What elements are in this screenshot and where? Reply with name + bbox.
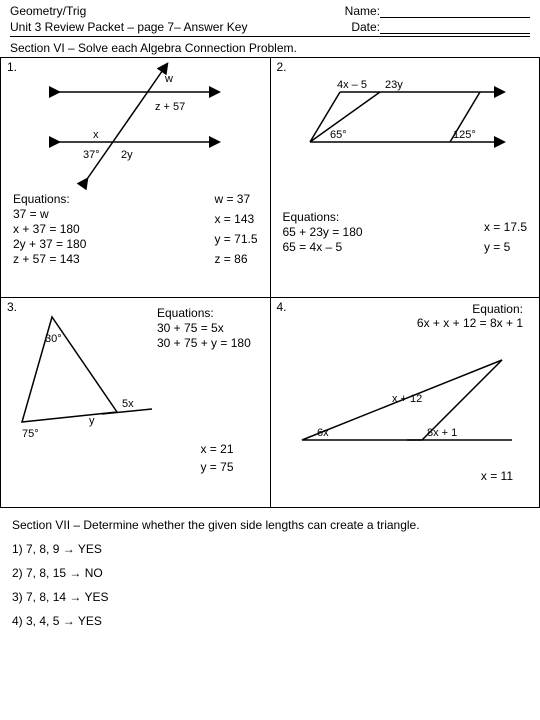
s7-item: 1) 7, 8, 9 → YES xyxy=(12,542,528,556)
section6-title: Section VI – Solve each Algebra Connecti… xyxy=(0,37,540,57)
p3-diagram: 30° 75° y 5x xyxy=(7,302,157,442)
course-title: Geometry/Trig xyxy=(10,4,86,18)
label-2y: 2y xyxy=(121,149,133,161)
eq: 65 + 23y = 180 xyxy=(283,225,363,239)
eq: 37 = w xyxy=(13,207,86,221)
s7-item: 3) 7, 8, 14 → YES xyxy=(12,590,528,604)
label-y: y xyxy=(89,415,95,427)
p2-diagram: 4x – 5 23y 65° 125° xyxy=(285,62,525,192)
label-z57: z + 57 xyxy=(155,101,185,113)
ans: x = 143 xyxy=(214,212,257,226)
label-75: 75° xyxy=(22,428,39,440)
problem-number: 1. xyxy=(7,60,17,74)
name-blank xyxy=(380,6,530,18)
label-37: 37° xyxy=(83,149,100,161)
ans: y = 71.5 xyxy=(214,232,257,246)
ans: x = 11 xyxy=(481,469,513,483)
date-blank xyxy=(380,22,530,34)
problem-3: 3. 30° 75° y 5x Equations: 30 + 75 = 5x … xyxy=(1,298,271,508)
p1-diagram: w z + 57 x 37° 2y xyxy=(25,62,245,192)
label-23y: 23y xyxy=(385,79,403,91)
problem-number: 2. xyxy=(277,60,287,74)
eq: 65 = 4x – 5 xyxy=(283,240,363,254)
label-8x1: 8x + 1 xyxy=(427,427,457,439)
ans: x = 21 xyxy=(200,442,233,456)
eq-title: Equation: xyxy=(472,302,523,316)
worksheet-header: Geometry/Trig Name: Unit 3 Review Packet… xyxy=(0,0,540,34)
problem-4: 4. Equation: 6x + x + 12 = 8x + 1 x + 12… xyxy=(271,298,540,508)
eq-title: Equations: xyxy=(283,210,363,224)
eq-title: Equations: xyxy=(157,306,251,320)
ans: y = 75 xyxy=(200,460,233,474)
eq: 6x + x + 12 = 8x + 1 xyxy=(417,316,523,330)
date-label: Date: xyxy=(351,20,380,34)
eq: 2y + 37 = 180 xyxy=(13,237,86,251)
ans: z = 86 xyxy=(214,252,257,266)
subtitle: Unit 3 Review Packet – page 7– Answer Ke… xyxy=(10,20,247,34)
eq: z + 57 = 143 xyxy=(13,252,86,266)
label-w: w xyxy=(164,73,173,85)
label-125: 125° xyxy=(453,129,476,141)
label-30: 30° xyxy=(45,333,62,345)
label-4x5: 4x – 5 xyxy=(337,79,367,91)
problem-number: 4. xyxy=(277,300,287,314)
ans: y = 5 xyxy=(484,240,527,254)
section7-title: Section VII – Determine whether the give… xyxy=(12,518,528,532)
s7-item: 2) 7, 8, 15 → NO xyxy=(12,566,528,580)
ans: x = 17.5 xyxy=(484,220,527,234)
problem-number: 3. xyxy=(7,300,17,314)
label-65: 65° xyxy=(330,129,347,141)
name-label: Name: xyxy=(345,4,380,18)
problem-2: 2. 4x – 5 23y 65° 125° Equations: 65 + 2… xyxy=(271,58,540,298)
ans: w = 37 xyxy=(214,192,257,206)
eq: 30 + 75 = 5x xyxy=(157,321,251,335)
problem-1: 1. w z + 57 x 37° 2y Equations: 37 = w xyxy=(1,58,271,298)
p4-diagram: x + 12 6x 8x + 1 xyxy=(277,330,527,460)
eq: 30 + 75 + y = 180 xyxy=(157,336,251,350)
label-5x: 5x xyxy=(122,398,134,410)
problem-grid: 1. w z + 57 x 37° 2y Equations: 37 = w xyxy=(0,57,540,508)
label-x12: x + 12 xyxy=(392,393,422,405)
eq-title: Equations: xyxy=(13,192,86,206)
label-6x: 6x xyxy=(317,427,329,439)
s7-item: 4) 3, 4, 5 → YES xyxy=(12,614,528,628)
label-x: x xyxy=(93,129,99,141)
eq: x + 37 = 180 xyxy=(13,222,86,236)
section7: Section VII – Determine whether the give… xyxy=(0,508,540,648)
